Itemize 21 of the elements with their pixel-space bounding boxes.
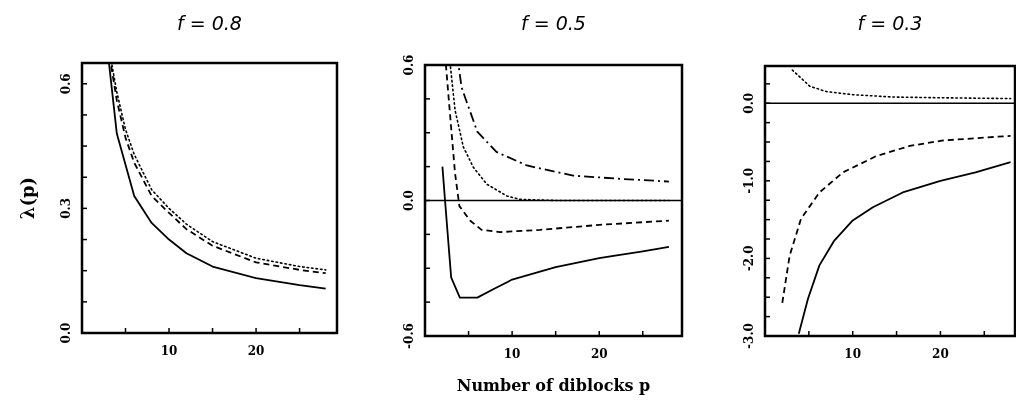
x-tick-label: 10 [844,347,862,361]
chart-title: f = 0.3 [857,12,923,34]
y-tick-label: 0.6 [402,54,416,76]
y-tick-label: 0.0 [59,322,73,344]
y-tick-label: -2.0 [742,245,756,272]
x-axis-title: Number of diblocks p [456,376,651,395]
x-tick-label: 10 [503,347,521,361]
y-tick-label: -3.0 [742,323,756,349]
chart-title: f = 0.5 [521,12,586,34]
y-tick-label: 0.6 [59,73,73,95]
x-tick-label: 20 [932,347,949,361]
x-tick-label: 20 [590,347,608,361]
x-tick-label: 10 [160,344,178,358]
y-axis-title: λ(p) [17,176,38,220]
y-tick-label: 0.0 [402,190,416,211]
y-tick-label: 0.0 [742,92,756,114]
chart-title: f = 0.8 [177,12,242,34]
y-tick-label: -1.0 [742,167,756,194]
y-tick-label: -0.6 [402,323,416,349]
x-tick-label: 20 [247,344,265,358]
y-tick-label: 0.3 [59,197,73,219]
